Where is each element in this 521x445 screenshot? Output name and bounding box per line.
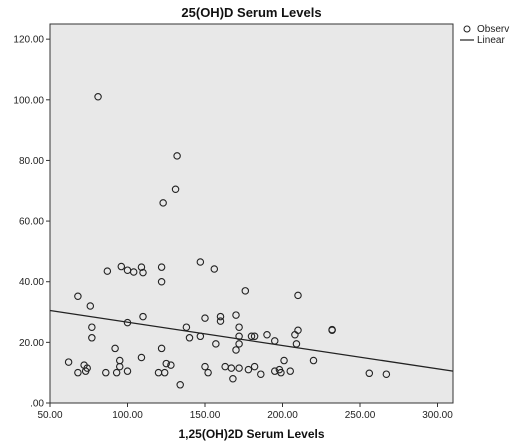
data-point: [167, 361, 175, 369]
data-point: [116, 362, 124, 371]
data-point: [201, 314, 209, 322]
data-point: [171, 185, 180, 193]
y-tick-label: .00: [30, 399, 44, 410]
legend-marker-circle: [463, 25, 471, 33]
x-tick-label: 300.00: [422, 410, 453, 421]
data-point: [88, 334, 96, 342]
data-point: [250, 362, 259, 371]
data-point: [232, 311, 240, 319]
data-point: [216, 312, 225, 321]
data-point: [250, 332, 259, 341]
data-point: [196, 258, 205, 266]
y-tick-label: 60.00: [19, 217, 44, 228]
x-tick-label: 100.00: [112, 410, 143, 421]
data-point: [247, 332, 256, 341]
data-point: [185, 334, 194, 342]
data-point: [382, 370, 391, 378]
data-point: [229, 374, 237, 383]
data-point: [64, 358, 73, 366]
data-point: [227, 364, 236, 372]
data-point: [160, 368, 169, 377]
data-point: [204, 368, 212, 377]
y-tick-label: 120.00: [13, 35, 44, 46]
x-tick-label: 150.00: [190, 410, 221, 421]
data-point: [162, 359, 171, 368]
data-point: [139, 268, 147, 277]
data-point: [88, 323, 96, 331]
data-point: [235, 323, 243, 331]
y-tick-label: 40.00: [19, 277, 44, 288]
data-point: [286, 367, 294, 375]
y-tick-label: 20.00: [19, 338, 44, 349]
x-tick-label: 50.00: [37, 410, 62, 421]
data-point: [216, 317, 225, 325]
data-point: [74, 368, 82, 377]
data-point: [86, 302, 95, 310]
data-point: [157, 344, 166, 353]
data-point: [263, 331, 271, 339]
legend-label: Observ: [477, 24, 509, 35]
data-point: [112, 368, 121, 377]
data-point: [176, 381, 184, 389]
data-point: [102, 368, 110, 377]
data-point: [103, 267, 112, 275]
data-point: [212, 340, 220, 348]
data-point: [235, 364, 243, 372]
data-point: [159, 199, 167, 207]
data-point: [365, 369, 374, 378]
data-point: [280, 356, 288, 365]
x-axis-label: 1,25(OH)2D Serum Levels: [178, 427, 324, 441]
data-point: [157, 277, 166, 286]
data-point: [235, 340, 243, 348]
data-point: [277, 368, 285, 377]
data-point: [137, 353, 146, 362]
data-point: [232, 346, 240, 354]
data-point: [117, 262, 126, 271]
data-point: [74, 292, 82, 301]
data-point: [123, 367, 132, 375]
data-point: [137, 263, 146, 271]
data-point: [309, 356, 318, 365]
data-point: [111, 344, 119, 353]
legend-label: Linear: [477, 35, 505, 46]
data-point: [201, 362, 209, 371]
data-point: [241, 287, 250, 295]
y-axis-ticks: .00 20.00 40.00 60.00 80.00 100.00 120.00: [13, 35, 50, 410]
data-point: [129, 268, 138, 276]
data-point: [257, 370, 265, 378]
data-point: [157, 263, 166, 271]
x-tick-label: 200.00: [267, 410, 298, 421]
data-point: [139, 312, 147, 321]
x-axis-ticks: 50.00 100.00 150.00 200.00 250.00 300.00: [37, 403, 453, 421]
y-tick-label: 80.00: [19, 156, 44, 167]
data-point: [291, 331, 299, 339]
data-point: [244, 365, 253, 374]
data-point: [94, 93, 102, 101]
data-point: [328, 326, 336, 334]
data-points: [64, 93, 391, 389]
chart-title: 25(OH)D Serum Levels: [181, 5, 321, 20]
data-point: [173, 152, 181, 160]
x-tick-label: 250.00: [345, 410, 376, 421]
plot-area: [49, 23, 454, 404]
linear-fit-line: [49, 309, 454, 372]
y-tick-label: 100.00: [13, 95, 44, 106]
data-point: [294, 291, 302, 300]
data-point: [81, 367, 90, 375]
data-point: [210, 265, 219, 273]
